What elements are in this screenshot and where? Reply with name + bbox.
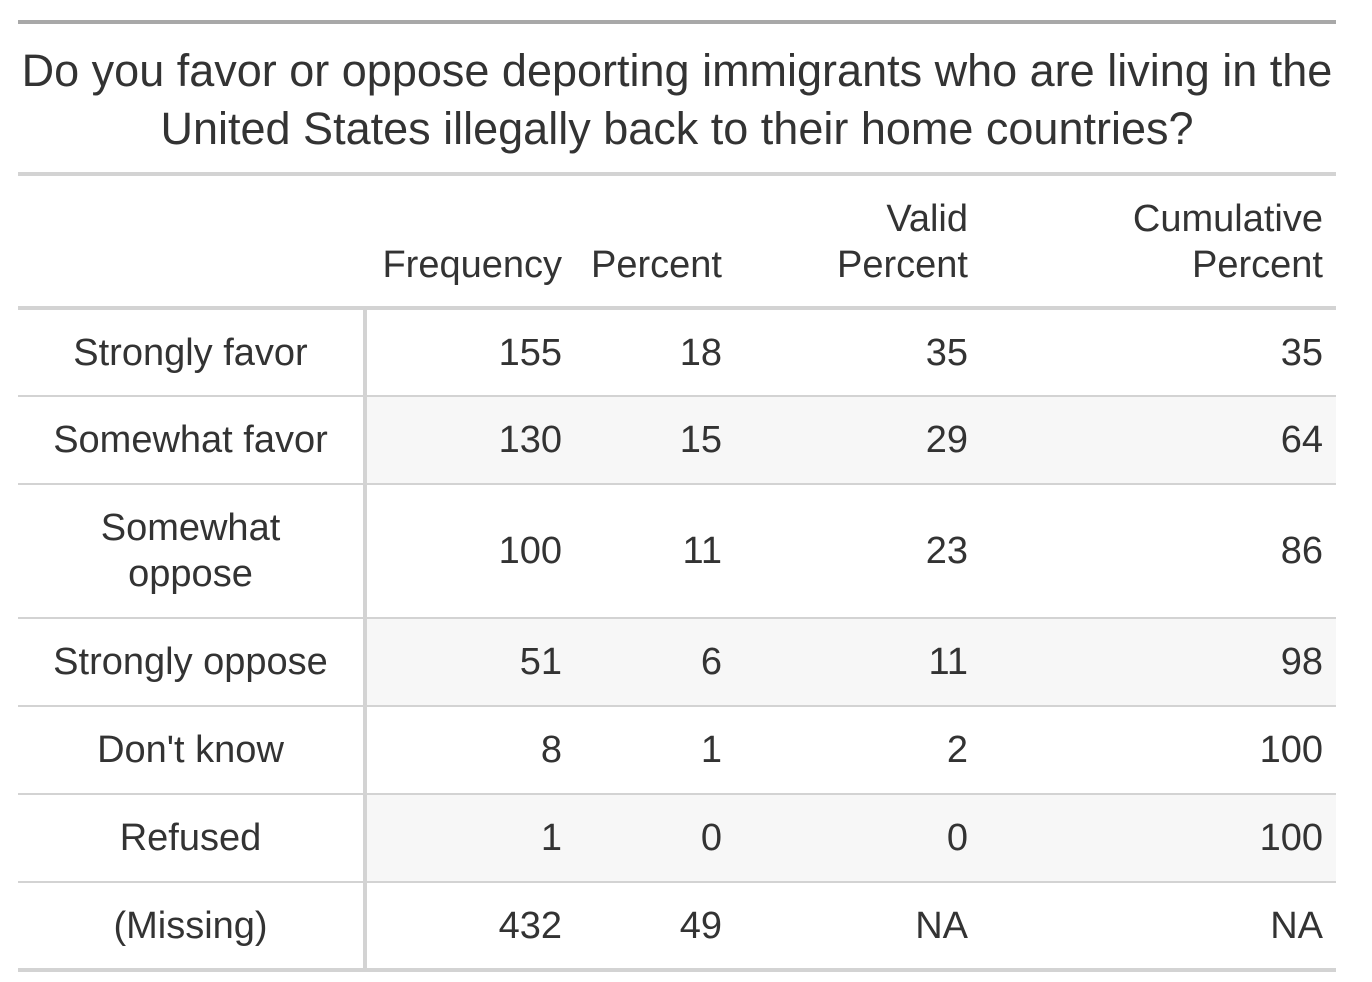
cell-valid-percent: 23 [735, 483, 981, 618]
cell-percent: 18 [679, 331, 722, 374]
cell-cumulative-percent: NA [981, 881, 1336, 970]
cell-valid-percent: 11 [735, 617, 981, 706]
row-label: Somewhat oppose [18, 483, 367, 618]
cell-cumulative-percent: 86 [981, 483, 1336, 618]
cell-percent: 11 [575, 483, 735, 618]
cell-percent: 6 [575, 617, 735, 706]
cell-valid-percent: 0 [735, 793, 981, 882]
cell-cumulative-percent: 64 [981, 395, 1336, 484]
cell-cumulative-percent: 100 [981, 705, 1336, 794]
cell-frequency: 155 [498, 331, 562, 374]
row-label: Don't know [18, 705, 367, 794]
table-row: Strongly oppose 51 6 11 98 [18, 617, 1336, 706]
row-label: Strongly oppose [18, 617, 367, 706]
table-row: (Missing) 432 49 NA NA [18, 881, 1336, 970]
cell-frequency: 8 [365, 705, 575, 794]
frequency-table: Frequency Percent Valid Percent Cumulativ… [18, 176, 1336, 972]
cell-valid-percent: 29 [735, 395, 981, 484]
cell-percent: 49 [575, 881, 735, 970]
table-title-block: Do you favor or oppose deporting immigra… [18, 20, 1336, 176]
header-row: Frequency Percent Valid Percent Cumulativ… [18, 176, 1336, 308]
row-label: (Missing) [18, 881, 367, 970]
column-header-frequency: Frequency [382, 244, 562, 286]
cell-frequency: 100 [365, 483, 575, 618]
cell-percent: 1 [575, 705, 735, 794]
table-row: Somewhat oppose 100 11 23 86 [18, 483, 1336, 618]
frequency-table-container: Do you favor or oppose deporting immigra… [18, 20, 1336, 972]
cell-percent: 0 [575, 793, 735, 882]
cell-valid-percent: 35 [925, 331, 968, 374]
column-header-valid-percent: Valid Percent [837, 198, 968, 286]
cell-cumulative-percent: 35 [1280, 331, 1323, 374]
table-body: Strongly favor 155 18 35 35 Somewhat fav… [18, 308, 1336, 970]
row-label: Somewhat favor [18, 395, 367, 484]
table-row: Somewhat favor 130 15 29 64 [18, 395, 1336, 484]
column-header-percent: Percent [591, 244, 722, 286]
table-row: Strongly favor 155 18 35 35 [18, 308, 1336, 396]
cell-frequency: 432 [365, 881, 575, 970]
row-label: Strongly favor [18, 308, 367, 396]
column-header-cumulative-percent: Cumulative Percent [1132, 198, 1323, 286]
table-header: Frequency Percent Valid Percent Cumulativ… [18, 176, 1336, 308]
cell-frequency: 51 [365, 617, 575, 706]
table-row: Don't know 8 1 2 100 [18, 705, 1336, 794]
cell-percent: 15 [575, 395, 735, 484]
cell-valid-percent: NA [735, 881, 981, 970]
cell-valid-percent: 2 [735, 705, 981, 794]
cell-cumulative-percent: 98 [981, 617, 1336, 706]
cell-cumulative-percent: 100 [981, 793, 1336, 882]
cell-frequency: 130 [365, 395, 575, 484]
column-header-stub [18, 176, 365, 308]
table-row: Refused 1 0 0 100 [18, 793, 1336, 882]
cell-frequency: 1 [365, 793, 575, 882]
row-label: Refused [18, 793, 367, 882]
table-title: Do you favor or oppose deporting immigra… [21, 45, 1333, 154]
